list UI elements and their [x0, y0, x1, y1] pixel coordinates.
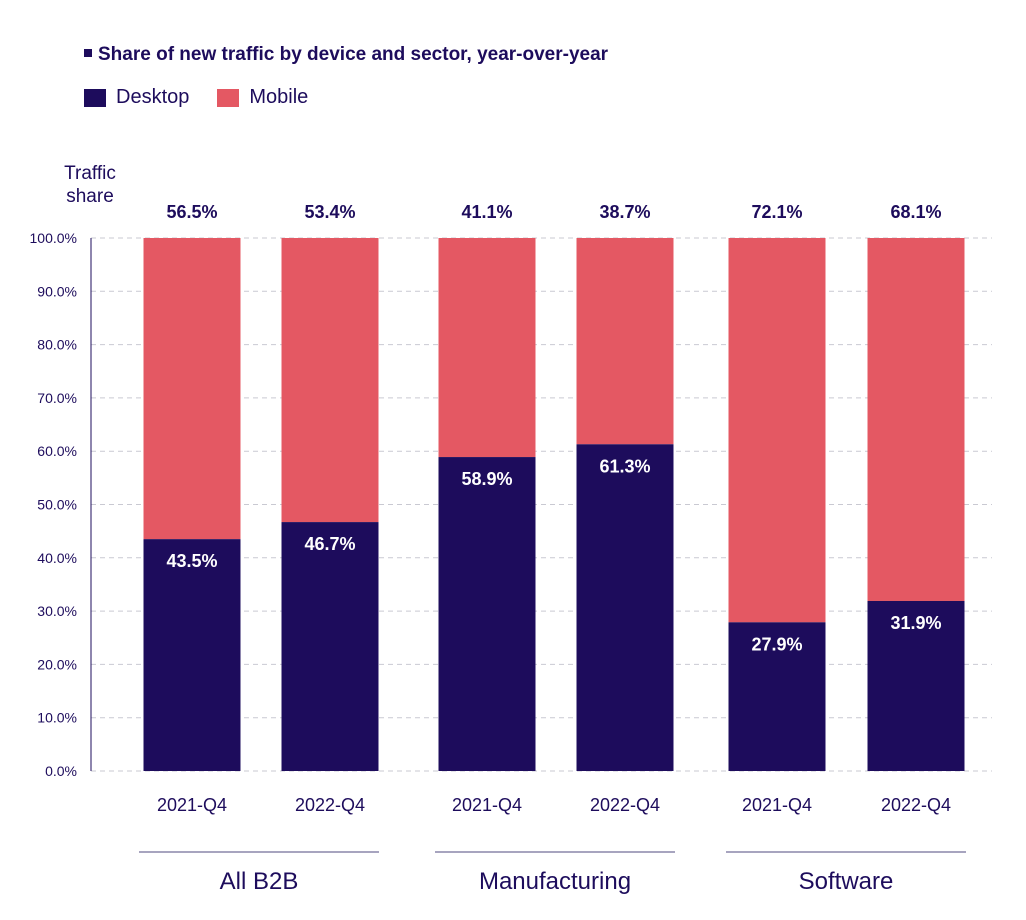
y-tick-label: 50.0%: [37, 497, 77, 513]
y-tick-label: 10.0%: [37, 710, 77, 726]
x-tick-label: 2022-Q4: [881, 795, 951, 815]
y-tick-label: 0.0%: [45, 763, 77, 779]
data-label-desktop: 27.9%: [751, 634, 802, 654]
legend-item-mobile: Mobile: [217, 86, 308, 109]
data-label-desktop: 61.3%: [599, 456, 650, 476]
bar-desktop: [438, 457, 536, 771]
x-tick-label: 2021-Q4: [742, 795, 812, 815]
x-tick-label: 2022-Q4: [590, 795, 660, 815]
x-tick-label: 2022-Q4: [295, 795, 365, 815]
x-tick-label: 2021-Q4: [157, 795, 227, 815]
bar-desktop: [281, 522, 379, 771]
data-label-mobile: 41.1%: [461, 202, 512, 222]
data-label-mobile: 72.1%: [751, 202, 802, 222]
y-tick-label: 20.0%: [37, 656, 77, 672]
bar-mobile: [143, 238, 241, 540]
legend-label-mobile: Mobile: [249, 86, 309, 108]
group-label: Software: [799, 868, 894, 895]
bar-mobile: [281, 238, 379, 523]
bar-desktop: [143, 539, 241, 771]
bar-desktop: [576, 444, 674, 771]
legend-label-desktop: Desktop: [116, 86, 190, 108]
y-tick-label: 90.0%: [37, 283, 77, 299]
bar-desktop: [867, 600, 965, 771]
x-tick-label: 2021-Q4: [452, 795, 522, 815]
data-label-desktop: 58.9%: [461, 469, 512, 489]
data-label-mobile: 53.4%: [304, 202, 355, 222]
y-tick-label: 80.0%: [37, 337, 77, 353]
data-label-mobile: 38.7%: [599, 202, 650, 222]
y-tick-label: 40.0%: [37, 550, 77, 566]
y-tick-label: 70.0%: [37, 390, 77, 406]
group-label: Manufacturing: [479, 868, 631, 895]
legend-swatch-desktop: [84, 88, 106, 107]
data-label-mobile: 56.5%: [166, 202, 217, 222]
bar-mobile: [728, 238, 826, 623]
y-tick-label: 100.0%: [30, 230, 77, 246]
bar-desktop: [728, 622, 826, 771]
data-label-desktop: 31.9%: [890, 613, 941, 633]
y-axis-label: Traffic share: [64, 163, 116, 207]
data-label-mobile: 68.1%: [890, 202, 941, 222]
bar-mobile: [576, 238, 674, 445]
data-label-desktop: 46.7%: [304, 534, 355, 554]
legend-swatch-mobile: [217, 88, 240, 107]
group-label: All B2B: [220, 868, 299, 895]
legend-item-desktop: Desktop: [84, 86, 189, 109]
data-label-desktop: 43.5%: [166, 551, 217, 571]
bar-mobile: [867, 238, 965, 601]
chart-title: Share of new traffic by device and secto…: [84, 44, 608, 66]
y-tick-label: 30.0%: [37, 603, 77, 619]
bar-mobile: [438, 238, 536, 458]
y-tick-label: 60.0%: [37, 443, 77, 459]
title-square-icon: [84, 48, 92, 57]
chart-title-text: Share of new traffic by device and secto…: [98, 44, 609, 65]
legend: Desktop Mobile: [84, 86, 308, 109]
